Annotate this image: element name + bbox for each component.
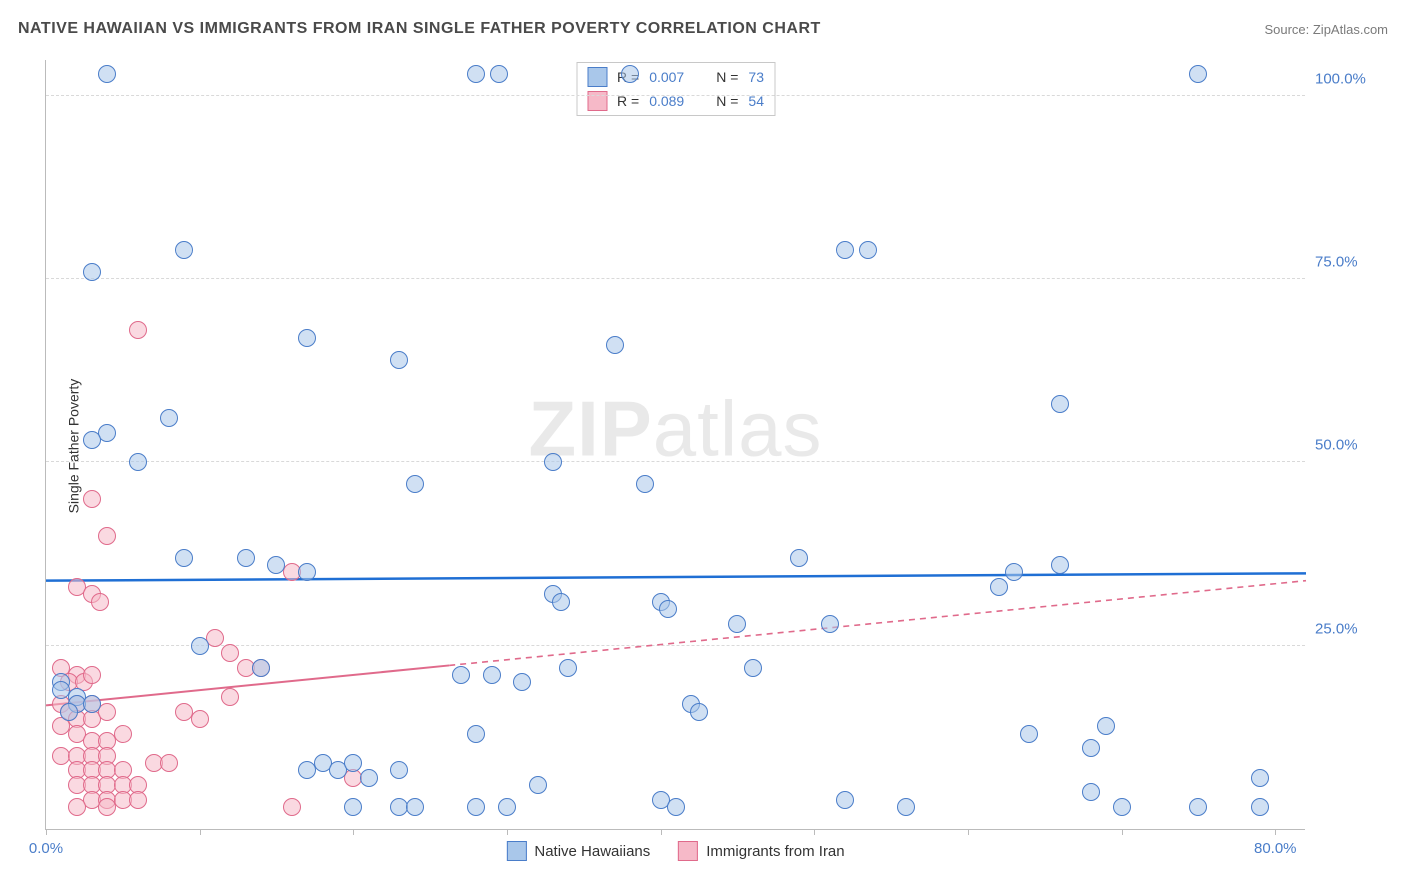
scatter-point bbox=[114, 725, 132, 743]
scatter-point bbox=[1051, 556, 1069, 574]
scatter-point bbox=[1005, 563, 1023, 581]
chart-title: NATIVE HAWAIIAN VS IMMIGRANTS FROM IRAN … bbox=[18, 20, 821, 38]
scatter-point bbox=[390, 351, 408, 369]
scatter-point bbox=[83, 490, 101, 508]
scatter-point bbox=[406, 475, 424, 493]
scatter-point bbox=[175, 549, 193, 567]
scatter-point bbox=[1189, 798, 1207, 816]
scatter-point bbox=[1251, 798, 1269, 816]
legend-series-item: Native Hawaiians bbox=[506, 841, 650, 861]
scatter-point bbox=[483, 666, 501, 684]
scatter-point bbox=[283, 798, 301, 816]
scatter-point bbox=[552, 593, 570, 611]
scatter-point bbox=[91, 593, 109, 611]
scatter-point bbox=[859, 241, 877, 259]
y-tick-label: 75.0% bbox=[1315, 254, 1385, 271]
plot-area: ZIPatlas R =0.007N =73R =0.089N =54 Nati… bbox=[45, 60, 1305, 830]
scatter-point bbox=[360, 769, 378, 787]
scatter-point bbox=[498, 798, 516, 816]
y-tick-label: 25.0% bbox=[1315, 620, 1385, 637]
scatter-point bbox=[98, 703, 116, 721]
scatter-point bbox=[836, 241, 854, 259]
scatter-point bbox=[390, 761, 408, 779]
scatter-point bbox=[160, 754, 178, 772]
scatter-point bbox=[790, 549, 808, 567]
scatter-point bbox=[98, 798, 116, 816]
scatter-point bbox=[267, 556, 285, 574]
legend-series-label: Immigrants from Iran bbox=[706, 843, 844, 860]
legend-series: Native Hawaiians Immigrants from Iran bbox=[506, 841, 844, 861]
scatter-point bbox=[129, 791, 147, 809]
scatter-point bbox=[237, 549, 255, 567]
scatter-point bbox=[221, 644, 239, 662]
scatter-point bbox=[513, 673, 531, 691]
legend-swatch bbox=[506, 841, 526, 861]
scatter-point bbox=[298, 329, 316, 347]
scatter-point bbox=[344, 754, 362, 772]
scatter-point bbox=[667, 798, 685, 816]
x-tick-label: 80.0% bbox=[1254, 840, 1297, 857]
scatter-point bbox=[467, 798, 485, 816]
scatter-point bbox=[606, 336, 624, 354]
scatter-point bbox=[897, 798, 915, 816]
trend-line-solid bbox=[46, 573, 1306, 580]
scatter-point bbox=[1082, 739, 1100, 757]
scatter-point bbox=[690, 703, 708, 721]
legend-series-item: Immigrants from Iran bbox=[678, 841, 844, 861]
scatter-point bbox=[191, 710, 209, 728]
scatter-point bbox=[1020, 725, 1038, 743]
scatter-point bbox=[1097, 717, 1115, 735]
scatter-point bbox=[406, 798, 424, 816]
scatter-point bbox=[83, 666, 101, 684]
scatter-point bbox=[467, 725, 485, 743]
scatter-point bbox=[175, 241, 193, 259]
scatter-point bbox=[160, 409, 178, 427]
scatter-point bbox=[221, 688, 239, 706]
scatter-point bbox=[98, 527, 116, 545]
scatter-point bbox=[621, 65, 639, 83]
scatter-point bbox=[744, 659, 762, 677]
scatter-point bbox=[60, 703, 78, 721]
scatter-point bbox=[83, 263, 101, 281]
scatter-point bbox=[206, 629, 224, 647]
scatter-point bbox=[990, 578, 1008, 596]
scatter-point bbox=[1189, 65, 1207, 83]
y-tick-label: 50.0% bbox=[1315, 437, 1385, 454]
scatter-point bbox=[728, 615, 746, 633]
scatter-point bbox=[659, 600, 677, 618]
scatter-point bbox=[1113, 798, 1131, 816]
scatter-point bbox=[836, 791, 854, 809]
scatter-point bbox=[83, 695, 101, 713]
scatter-point bbox=[1051, 395, 1069, 413]
scatter-point bbox=[83, 431, 101, 449]
scatter-point bbox=[98, 65, 116, 83]
y-tick-label: 100.0% bbox=[1315, 70, 1385, 87]
scatter-point bbox=[821, 615, 839, 633]
scatter-point bbox=[252, 659, 270, 677]
scatter-point bbox=[452, 666, 470, 684]
scatter-point bbox=[636, 475, 654, 493]
trend-svg bbox=[46, 60, 1306, 830]
scatter-point bbox=[559, 659, 577, 677]
scatter-point bbox=[98, 424, 116, 442]
legend-swatch bbox=[678, 841, 698, 861]
scatter-point bbox=[129, 453, 147, 471]
scatter-point bbox=[68, 798, 86, 816]
scatter-point bbox=[344, 798, 362, 816]
scatter-point bbox=[490, 65, 508, 83]
scatter-point bbox=[529, 776, 547, 794]
scatter-point bbox=[129, 321, 147, 339]
x-tick-label: 0.0% bbox=[29, 840, 63, 857]
scatter-point bbox=[544, 453, 562, 471]
scatter-point bbox=[467, 65, 485, 83]
scatter-point bbox=[298, 563, 316, 581]
source-label: Source: ZipAtlas.com bbox=[1264, 22, 1388, 37]
scatter-point bbox=[191, 637, 209, 655]
trend-line-dashed bbox=[449, 581, 1306, 666]
scatter-point bbox=[1251, 769, 1269, 787]
scatter-point bbox=[1082, 783, 1100, 801]
legend-series-label: Native Hawaiians bbox=[534, 843, 650, 860]
